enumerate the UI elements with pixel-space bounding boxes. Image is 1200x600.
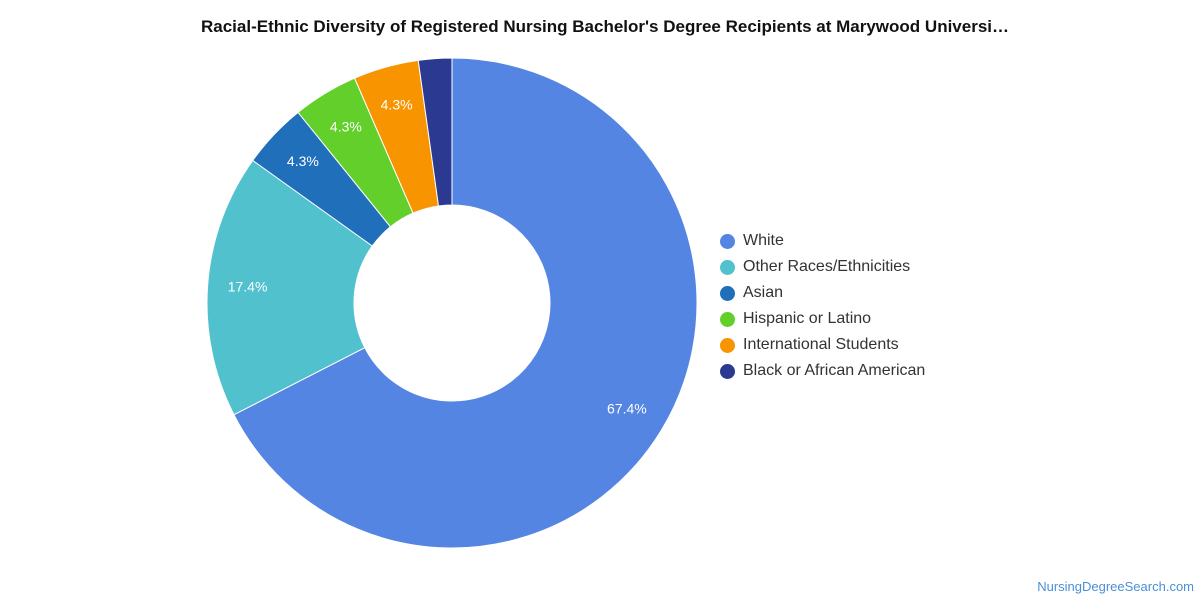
slice-black-or-african-american [417,57,453,207]
chart-title: Racial-Ethnic Diversity of Registered Nu… [201,17,1009,36]
donut-slice-labels: 67.4% 17.4% 4.3% 4.3% 4.3% [228,96,647,416]
slice-label-other-races-ethnicities: 17.4% [228,279,268,295]
legend-item-white[interactable]: White [720,228,925,254]
source-watermark: NursingDegreeSearch.com [1037,579,1194,594]
legend-swatch-icon [720,233,735,249]
slice-white [233,57,698,549]
slice-label-international-students: 4.3% [381,96,413,112]
legend-label: Asian [743,284,784,301]
slice-label-asian: 4.3% [287,153,319,169]
donut-slices [206,57,698,549]
legend-item-international-students[interactable]: International Students [720,332,925,358]
legend-label: White [743,232,784,249]
legend-item-asian[interactable]: Asian [720,280,925,306]
legend-swatch-icon [720,337,735,353]
legend-label: Hispanic or Latino [743,310,872,327]
slice-label-white: 67.4% [607,401,647,417]
legend-label: Other Races/Ethnicities [743,258,911,275]
legend-label: International Students [743,336,899,353]
slice-other-races-ethnicities [206,159,373,416]
chart-legend: White Other Races/Ethnicities Asian Hispani… [720,228,925,384]
legend-item-black-or-african-american[interactable]: Black or African American [720,358,925,384]
legend-swatch-icon [720,285,735,301]
legend-item-other-races-ethnicities[interactable]: Other Races/Ethnicities [720,254,925,280]
legend-label: Black or African American [743,362,926,379]
legend-swatch-icon [720,363,735,379]
legend-item-hispanic-or-latino[interactable]: Hispanic or Latino [720,306,925,332]
slice-label-hispanic-or-latino: 4.3% [330,118,362,134]
legend-swatch-icon [720,311,735,327]
legend-swatch-icon [720,259,735,275]
